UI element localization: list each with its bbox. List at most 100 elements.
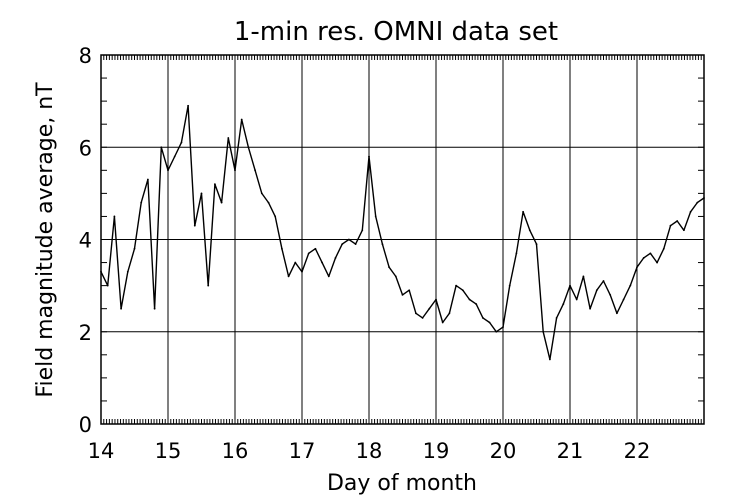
data-point xyxy=(180,141,183,144)
data-point xyxy=(167,169,169,172)
y-tick-label: 2 xyxy=(79,321,92,345)
data-point xyxy=(415,312,417,315)
data-point xyxy=(394,275,397,278)
x-tick-label: 22 xyxy=(624,439,651,463)
data-point xyxy=(582,275,585,278)
data-point xyxy=(193,224,196,227)
data-point xyxy=(528,229,531,232)
x-tick-label: 21 xyxy=(557,439,584,463)
data-point xyxy=(475,303,478,305)
data-point xyxy=(408,289,411,292)
data-point xyxy=(488,321,491,324)
data-point xyxy=(482,317,484,319)
data-point xyxy=(267,201,270,204)
data-point xyxy=(515,252,518,255)
data-point xyxy=(173,155,176,158)
data-point xyxy=(401,293,404,296)
data-point xyxy=(522,210,524,213)
data-point xyxy=(120,307,122,310)
data-point xyxy=(589,307,591,310)
data-point xyxy=(254,169,256,172)
x-tick-label: 14 xyxy=(88,439,115,463)
data-point xyxy=(287,275,290,278)
data-point xyxy=(555,317,558,319)
data-point xyxy=(642,257,645,259)
data-point xyxy=(662,247,665,250)
data-point xyxy=(622,298,625,301)
data-point xyxy=(629,284,632,287)
data-point xyxy=(334,257,337,259)
data-point xyxy=(461,289,464,292)
data-point xyxy=(575,298,578,301)
data-point xyxy=(656,261,658,264)
x-tick-label: 20 xyxy=(490,439,517,463)
data-point xyxy=(160,146,163,149)
y-tick-labels: 0 2 4 6 8 xyxy=(79,44,92,437)
plot-frame xyxy=(100,54,705,425)
data-point xyxy=(354,243,357,246)
x-tick-labels: 14 15 16 17 18 19 20 21 22 xyxy=(88,439,651,463)
data-point xyxy=(274,215,277,218)
data-point xyxy=(327,275,330,278)
data-point xyxy=(294,261,297,264)
data-point xyxy=(361,229,364,232)
data-point xyxy=(374,215,377,218)
x-tick-label: 19 xyxy=(423,439,450,463)
data-point xyxy=(455,284,457,287)
data-point xyxy=(260,192,263,195)
data-point xyxy=(234,169,236,172)
data-point xyxy=(669,224,672,227)
y-tick-label: 8 xyxy=(79,44,92,68)
x-tick-label: 15 xyxy=(155,439,182,463)
data-point xyxy=(381,243,384,246)
data-point xyxy=(388,266,390,269)
data-point xyxy=(495,330,498,333)
data-point xyxy=(683,229,685,232)
data-point xyxy=(113,215,116,218)
data-point xyxy=(421,317,424,319)
data-point xyxy=(562,303,565,305)
x-tick-label: 17 xyxy=(289,439,316,463)
series-line xyxy=(100,104,705,361)
y-tick-label: 0 xyxy=(79,413,92,437)
data-point xyxy=(321,261,323,264)
x-tick-label: 18 xyxy=(356,439,383,463)
chart-title: 1-min res. OMNI data set xyxy=(234,17,558,47)
series-layer xyxy=(100,104,705,361)
data-point xyxy=(281,247,283,250)
data-point xyxy=(106,284,109,287)
y-tick-label: 6 xyxy=(79,136,92,160)
data-point xyxy=(602,280,605,282)
data-point xyxy=(549,358,551,361)
data-point xyxy=(636,266,638,269)
data-point xyxy=(247,146,250,149)
data-point xyxy=(569,284,571,287)
data-point xyxy=(696,201,699,204)
data-point xyxy=(441,321,444,324)
data-point xyxy=(207,284,210,287)
data-point xyxy=(468,298,471,301)
data-point xyxy=(348,238,350,241)
data-point xyxy=(502,326,504,329)
data-point xyxy=(689,210,692,213)
data-point xyxy=(307,252,310,255)
data-point xyxy=(542,330,545,333)
data-point xyxy=(341,243,344,246)
x-axis-label: Day of month xyxy=(327,471,477,496)
data-point xyxy=(595,289,598,292)
data-point xyxy=(616,312,618,315)
data-point xyxy=(187,104,190,107)
data-point xyxy=(147,178,149,181)
data-point xyxy=(428,307,431,310)
data-point xyxy=(153,307,156,310)
data-point xyxy=(200,192,203,195)
y-axis-label: Field magnitude average, nT xyxy=(33,82,58,398)
minor-ticks xyxy=(100,54,705,425)
data-point xyxy=(301,270,303,273)
data-point xyxy=(448,312,451,315)
data-point xyxy=(140,201,143,204)
data-point xyxy=(609,293,612,296)
data-point xyxy=(676,220,679,222)
data-point xyxy=(227,137,230,139)
